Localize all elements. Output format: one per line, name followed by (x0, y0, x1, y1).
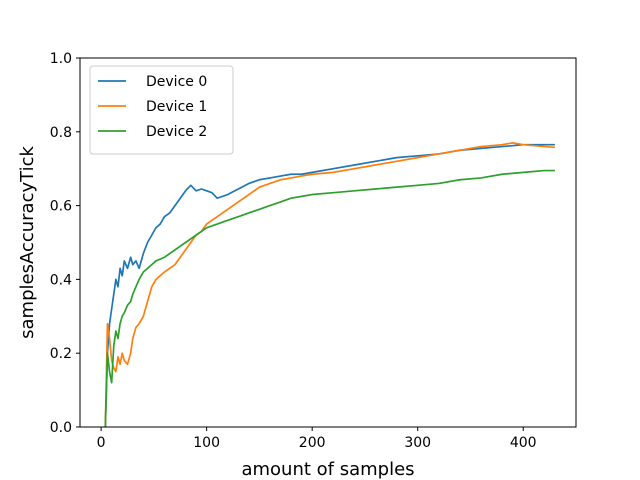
y-tick-label: 0.0 (50, 420, 72, 436)
y-axis: 0.0 0.2 0.4 0.6 0.8 1.0 (50, 51, 80, 436)
y-axis-title: samplesAccuracyTick (17, 146, 38, 339)
x-axis: 0 100 200 300 400 (97, 427, 537, 451)
legend: Device 0 Device 1 Device 2 (89, 65, 234, 155)
legend-label-device-0: Device 0 (146, 74, 207, 90)
y-tick-label: 0.6 (50, 199, 72, 215)
y-tick-label: 0.8 (50, 125, 72, 141)
series-line-device-2 (104, 169, 555, 427)
series-line-device-0 (104, 143, 555, 427)
y-tick-label: 1.0 (50, 51, 72, 67)
y-tick-label: 0.4 (50, 272, 72, 288)
x-tick-label: 300 (404, 435, 431, 451)
legend-label-device-1: Device 1 (146, 99, 207, 115)
x-tick-label: 0 (97, 435, 106, 451)
legend-label-device-2: Device 2 (146, 124, 207, 140)
series-layer (104, 142, 555, 427)
legend-box (89, 65, 234, 155)
x-axis-title: amount of samples (241, 459, 414, 480)
plot-frame (79, 57, 577, 428)
x-tick-label: 400 (510, 435, 537, 451)
x-tick-label: 200 (299, 435, 326, 451)
x-tick-label: 100 (193, 435, 220, 451)
y-tick-label: 0.2 (50, 346, 72, 362)
